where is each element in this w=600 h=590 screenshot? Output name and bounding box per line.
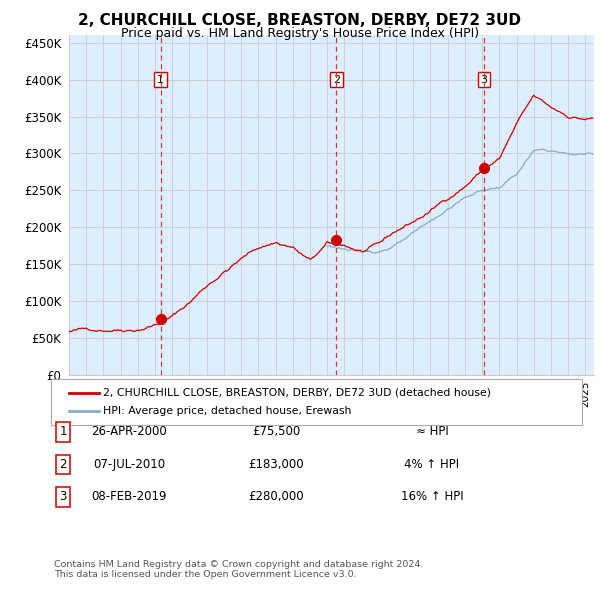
Text: 26-APR-2000: 26-APR-2000 (91, 425, 167, 438)
Text: £280,000: £280,000 (248, 490, 304, 503)
Text: £183,000: £183,000 (248, 458, 304, 471)
Text: HPI: Average price, detached house, Erewash: HPI: Average price, detached house, Erew… (103, 405, 352, 415)
Text: 3: 3 (59, 490, 67, 503)
Text: Price paid vs. HM Land Registry's House Price Index (HPI): Price paid vs. HM Land Registry's House … (121, 27, 479, 40)
Text: 3: 3 (481, 74, 487, 84)
Text: £75,500: £75,500 (252, 425, 300, 438)
Text: 2: 2 (59, 458, 67, 471)
Text: 4% ↑ HPI: 4% ↑ HPI (404, 458, 460, 471)
Text: 2, CHURCHILL CLOSE, BREASTON, DERBY, DE72 3UD (detached house): 2, CHURCHILL CLOSE, BREASTON, DERBY, DE7… (103, 388, 491, 398)
Text: 2, CHURCHILL CLOSE, BREASTON, DERBY, DE72 3UD: 2, CHURCHILL CLOSE, BREASTON, DERBY, DE7… (79, 13, 521, 28)
Text: 1: 1 (59, 425, 67, 438)
Text: 2: 2 (333, 74, 340, 84)
Text: 08-FEB-2019: 08-FEB-2019 (91, 490, 167, 503)
Text: 07-JUL-2010: 07-JUL-2010 (93, 458, 165, 471)
Text: 1: 1 (157, 74, 164, 84)
Text: 16% ↑ HPI: 16% ↑ HPI (401, 490, 463, 503)
Text: Contains HM Land Registry data © Crown copyright and database right 2024.
This d: Contains HM Land Registry data © Crown c… (54, 560, 424, 579)
Text: ≈ HPI: ≈ HPI (416, 425, 448, 438)
